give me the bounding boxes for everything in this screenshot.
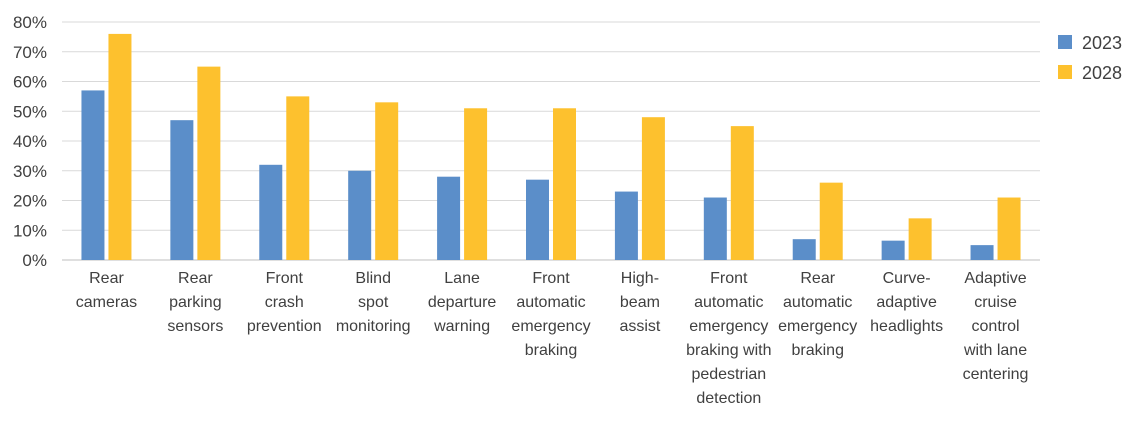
y-tick-label: 10% (13, 221, 47, 240)
bar-2028 (375, 102, 399, 260)
x-tick-label: Rear parking sensors (167, 270, 223, 335)
x-tick-label: Adaptive cruise control with lane centering (963, 270, 1029, 383)
y-tick-label: 50% (13, 102, 47, 121)
bar-2023 (437, 176, 461, 260)
bar-2023 (81, 90, 105, 260)
bar-2023 (170, 120, 194, 260)
x-tick-label: Rear cameras (76, 270, 137, 311)
x-tick-label: Front automatic emergency braking with pedes… (686, 270, 771, 407)
x-tick-label: Curve-adaptive headlights (870, 270, 943, 335)
legend-label: 2023 (1082, 33, 1122, 53)
legend: 2023 2028 (1058, 33, 1122, 83)
bar-2023 (259, 164, 283, 260)
y-tick-label: 40% (13, 132, 47, 151)
y-axis: 0% 10% 20% 30% 40% 50% 60% 70% 80% (13, 13, 47, 270)
bar-2028 (464, 108, 488, 261)
y-tick-label: 80% (13, 13, 47, 32)
bar-2028 (730, 126, 754, 260)
x-axis: Rear cameras Rear parking sensors Front crash p… (76, 270, 1029, 407)
bar-2028 (108, 33, 132, 261)
y-tick-label: 60% (13, 73, 47, 92)
bar-2028 (286, 96, 310, 260)
bars (81, 33, 1021, 261)
bar-2028 (641, 117, 665, 260)
bar-2023 (614, 191, 638, 260)
x-tick-label: Front crash prevention (247, 270, 322, 335)
x-tick-label: Front automatic emergency braking (511, 270, 590, 359)
bar-2023 (970, 245, 994, 260)
x-tick-label: Lane departure warning (428, 270, 497, 335)
bar-2023 (703, 197, 727, 260)
y-tick-label: 30% (13, 162, 47, 181)
y-tick-label: 20% (13, 192, 47, 211)
bar-2023 (348, 170, 372, 260)
legend-label: 2028 (1082, 63, 1122, 83)
legend-swatch-2028 (1058, 65, 1072, 79)
y-tick-label: 0% (22, 251, 47, 270)
x-tick-label: Rear automatic emergency braking (778, 270, 857, 359)
gridlines (62, 21, 1040, 261)
bar-2023 (526, 179, 549, 260)
y-tick-label: 70% (13, 43, 47, 62)
bar-2023 (792, 239, 816, 260)
legend-swatch-2023 (1058, 35, 1072, 49)
x-tick-label: Blind spot monitoring (336, 270, 411, 335)
bar-2028 (553, 108, 576, 261)
bar-2028 (908, 218, 932, 260)
bar-2028 (197, 66, 221, 260)
bar-2028 (819, 182, 843, 260)
x-tick-label: High-beam assist (619, 270, 660, 335)
bar-2023 (881, 240, 905, 260)
bar-2028 (997, 197, 1021, 260)
